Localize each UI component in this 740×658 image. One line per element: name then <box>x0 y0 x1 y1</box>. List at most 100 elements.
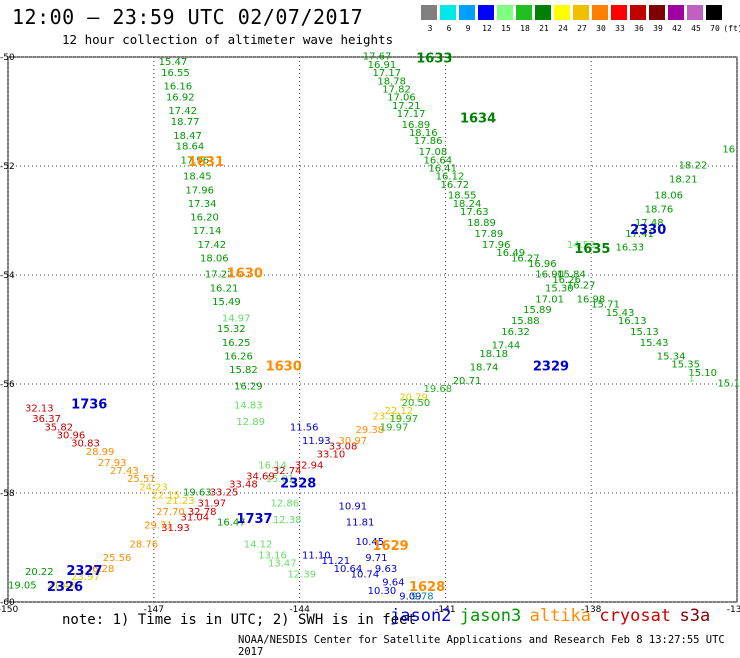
wave-height-point: 19.05 <box>8 580 37 591</box>
pass-number-label: 1628 <box>409 580 445 595</box>
wave-height-point: 17.48 <box>635 218 664 229</box>
y-tick-label: -52 <box>0 162 15 172</box>
wave-height-point: 15.88 <box>511 316 540 327</box>
wave-height-point: 18.47 <box>173 131 202 142</box>
wave-height-point: 18.21 <box>669 174 698 185</box>
wave-height-point: 33.25 <box>210 488 239 499</box>
wave-height-point: 23.33 <box>373 411 402 422</box>
wave-height-point: 18.22 <box>679 161 708 172</box>
wave-height-point: 33.10 <box>317 450 346 461</box>
wave-height-point: 15.10 <box>688 368 717 379</box>
wave-height-point: 11.21 <box>321 556 350 567</box>
satellite-legend-item: s3a <box>679 606 711 626</box>
wave-height-point: 18.55 <box>448 191 477 202</box>
scale-label: 27 <box>577 24 587 33</box>
wave-height-point: 16.55 <box>161 68 190 79</box>
wave-height-point: 15.71 <box>591 300 620 311</box>
pass-number-label: 1635 <box>574 242 610 257</box>
x-tick-label: -141 <box>435 605 455 615</box>
wave-height-point: 16.90 <box>535 270 564 281</box>
satellite-legend-item: altika <box>529 606 592 626</box>
scale-label: 24 <box>558 24 568 33</box>
wave-height-point: 17.17 <box>373 68 402 79</box>
wave-height-point: 32.13 <box>25 403 54 414</box>
wave-height-point: 10.64 <box>334 564 363 575</box>
wave-height-point: 12.89 <box>236 417 265 428</box>
wave-height-point: 16.29 <box>234 381 263 392</box>
wave-height-point: 15.32 <box>217 324 246 335</box>
wave-height-point: 26.28 <box>86 564 115 575</box>
wave-height-point: 36.37 <box>32 414 61 425</box>
wave-height-point: 25.56 <box>103 553 132 564</box>
y-tick-label: -56 <box>0 380 15 390</box>
wave-height-point: 10.91 <box>338 501 367 512</box>
wave-height-point: 17.96 <box>181 155 210 166</box>
x-tick-label: -144 <box>289 605 310 615</box>
wave-height-point: 17.86 <box>414 136 443 147</box>
y-tick-label: -50 <box>0 53 15 63</box>
wave-height-point: 27.93 <box>98 458 127 469</box>
footnote: note: 1) Time is in UTC; 2) SWH is in fe… <box>62 612 417 628</box>
wave-height-point: 18.76 <box>645 204 674 215</box>
scale-label: 3 <box>427 24 433 33</box>
wave-height-point: 15.34 <box>657 351 686 362</box>
wave-height-point: 18.64 <box>176 142 205 153</box>
wave-height-point: 14.83 <box>234 401 263 412</box>
wave-height-point: 17.42 <box>198 240 227 251</box>
wave-height-point: 16.21 <box>210 283 239 294</box>
scale-label: 9 <box>465 24 471 33</box>
scale-unit: (ft) <box>723 24 740 33</box>
wave-height-point: 9.64 <box>382 578 404 589</box>
wave-height-point: 18.45 <box>183 172 212 183</box>
wave-height-point: 18.89 <box>467 218 496 229</box>
wave-height-point: 15.43 <box>640 338 669 349</box>
pass-number-label: 1736 <box>71 398 107 413</box>
scale-swatch <box>459 5 476 20</box>
wave-height-point: 17.41 <box>625 229 654 240</box>
wave-height-point: 16.49 <box>496 248 525 259</box>
wave-height-point: 16.26 <box>552 275 581 286</box>
wave-height-point: 20.71 <box>453 376 482 387</box>
wave-height-point: 19.97 <box>380 422 409 433</box>
wave-height-point: 19.68 <box>424 384 453 395</box>
wave-height-point: 16.25 <box>222 338 251 349</box>
wave-height-point: 10.45 <box>355 537 384 548</box>
wave-height-point: 15.13 <box>630 327 659 338</box>
wave-height-point: 23.97 <box>71 572 100 583</box>
wave-height-point: 21.48 <box>47 580 76 591</box>
wave-height-point: 16.32 <box>501 327 530 338</box>
wave-height-point: 11.81 <box>346 518 375 529</box>
satellite-legend-item: jason2 <box>390 606 452 626</box>
scale-swatch <box>535 5 552 20</box>
wave-height-point: 17.06 <box>387 93 416 104</box>
wave-height-point: 15.82 <box>229 365 258 376</box>
y-tick-label: -58 <box>0 489 15 499</box>
wave-height-point: 20.50 <box>402 398 431 409</box>
y-tick-label: -60 <box>0 598 15 608</box>
scale-swatch <box>421 5 438 20</box>
wave-height-point: 34.69 <box>246 471 275 482</box>
wave-height-point: 9.71 <box>365 553 387 564</box>
scale-swatch <box>630 5 647 20</box>
wave-height-point: 11.56 <box>290 422 319 433</box>
wave-height-point: 1 <box>688 373 694 384</box>
wave-height-point: 16.92 <box>166 93 195 104</box>
scale-swatch <box>497 5 514 20</box>
wave-height-point: 14.53 <box>567 240 596 251</box>
wave-height-point: 15.01 <box>266 474 295 485</box>
wave-height-point: 22.12 <box>385 406 414 417</box>
wave-height-point: 12.38 <box>273 515 302 526</box>
satellite-legend-item: cryosat <box>599 606 672 626</box>
wave-height-point: 15.30 <box>545 283 574 294</box>
wave-height-point: 17.17 <box>397 109 426 120</box>
wave-height-point: 25.51 <box>127 474 156 485</box>
wave-height-point: 27.43 <box>110 466 139 477</box>
scale-label: 30 <box>596 24 606 33</box>
wave-height-point: 17.01 <box>535 294 564 305</box>
scale-label: 18 <box>520 24 530 33</box>
scale-swatch <box>706 5 723 20</box>
wave-height-point: 16.27 <box>511 253 540 264</box>
wave-height-point: 17.21 <box>392 101 421 112</box>
pass-number-label: 1630 <box>266 359 302 374</box>
